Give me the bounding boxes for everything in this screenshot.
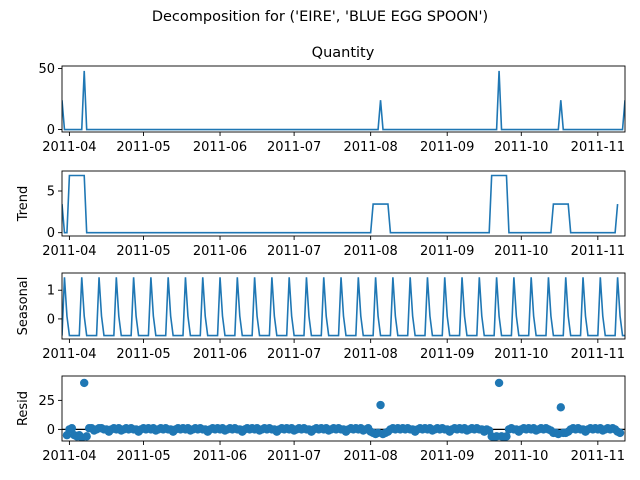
x-tick-label-trend-4: 2011-08	[343, 244, 397, 259]
x-tick-label-seasonal-1: 2011-05	[116, 347, 170, 362]
x-tick-label-resid-3: 2011-07	[267, 449, 321, 464]
x-tick-label-seasonal-6: 2011-10	[494, 347, 548, 362]
panel-trend: 0 5 2011-04 2011-05 2011-06 2011-07 2011-08 201…	[16, 170, 626, 259]
x-tick-label-observed-0: 2011-04	[42, 140, 96, 155]
x-tick-label-trend-7: 2011-11	[571, 244, 625, 259]
x-tick-label-trend-6: 2011-10	[494, 244, 548, 259]
x-tick-label-resid-7: 2011-11	[571, 449, 625, 464]
x-tick-label-resid-6: 2011-10	[494, 449, 548, 464]
y-tick-label-resid-0: 0	[47, 423, 55, 438]
resid-point-7	[80, 378, 89, 388]
y-axis-label-resid: Resid	[16, 391, 31, 426]
x-tick-label-trend-5: 2011-09	[420, 244, 474, 259]
y-axis-label-seasonal: Seasonal	[16, 277, 31, 336]
x-tick-label-seasonal-7: 2011-11	[571, 347, 625, 362]
x-tick-label-seasonal-0: 2011-04	[42, 347, 96, 362]
axes-frame-seasonal	[61, 272, 626, 340]
series-line-seasonal	[62, 277, 625, 337]
y-tick-label-seasonal-0: 0	[47, 312, 55, 327]
axes-frame-observed	[61, 65, 626, 133]
resid-point-178	[502, 432, 511, 441]
y-tick-label-seasonal-1: 1	[47, 284, 55, 299]
panel-seasonal: 0 1 2011-04 2011-05 2011-06 2011-07 2011-08 201…	[16, 272, 626, 362]
x-tick-label-observed-4: 2011-08	[343, 140, 397, 155]
x-tick-label-observed-3: 2011-07	[267, 140, 321, 155]
x-tick-label-seasonal-2: 2011-06	[193, 347, 247, 362]
x-tick-label-resid-1: 2011-05	[116, 449, 170, 464]
x-tick-label-observed-5: 2011-09	[420, 140, 474, 155]
axes-frame-resid	[61, 375, 626, 442]
x-tick-label-resid-4: 2011-08	[343, 449, 397, 464]
y-axis-label-trend: Trend	[16, 186, 31, 223]
y-tick-label-observed-1: 50	[38, 62, 55, 77]
y-tick-label-observed-0: 0	[47, 123, 55, 138]
axes-frame-trend	[61, 170, 626, 237]
panel-resid: 0 25 2011-04 2011-05 2011-06 2011-07 2011-08 20…	[16, 375, 626, 464]
data-seasonal	[62, 277, 625, 337]
resid-point-2	[67, 424, 77, 433]
y-tick-label-trend-0: 0	[47, 226, 55, 241]
x-tick-label-resid-2: 2011-06	[193, 449, 247, 464]
x-tick-label-resid-0: 2011-04	[42, 449, 96, 464]
x-tick-label-trend-3: 2011-07	[267, 244, 321, 259]
panel-observed: 0 50 2011-04 2011-05 2011-06 2011-07 2011-08 20…	[38, 62, 626, 155]
x-tick-label-observed-6: 2011-10	[494, 140, 548, 155]
series-line-trend	[62, 174, 619, 234]
x-tick-label-trend-0: 2011-04	[42, 244, 96, 259]
x-tick-label-resid-5: 2011-09	[420, 449, 474, 464]
resid-point-175	[494, 378, 504, 388]
resid-point-224	[615, 428, 625, 438]
figure-title: Decomposition for ('EIRE', 'BLUE EGG SPO…	[152, 9, 488, 25]
resid-point-127	[376, 400, 385, 410]
x-tick-label-seasonal-5: 2011-09	[420, 347, 474, 362]
x-tick-label-seasonal-3: 2011-07	[267, 347, 321, 362]
x-tick-label-observed-2: 2011-06	[193, 140, 247, 155]
x-tick-label-seasonal-4: 2011-08	[343, 347, 397, 362]
panel-title-quantity: Quantity	[312, 45, 375, 61]
y-tick-label-trend-1: 5	[47, 185, 55, 200]
series-line-observed	[62, 70, 625, 131]
x-tick-label-observed-7: 2011-11	[571, 140, 625, 155]
data-resid	[62, 378, 625, 441]
data-trend	[62, 174, 619, 234]
x-tick-label-trend-2: 2011-06	[193, 244, 247, 259]
x-tick-label-observed-1: 2011-05	[116, 140, 170, 155]
y-tick-label-resid-1: 25	[38, 394, 55, 409]
data-observed	[62, 70, 625, 131]
resid-point-200	[556, 403, 565, 412]
x-tick-label-trend-1: 2011-05	[116, 244, 170, 259]
resid-point-8	[82, 432, 91, 441]
